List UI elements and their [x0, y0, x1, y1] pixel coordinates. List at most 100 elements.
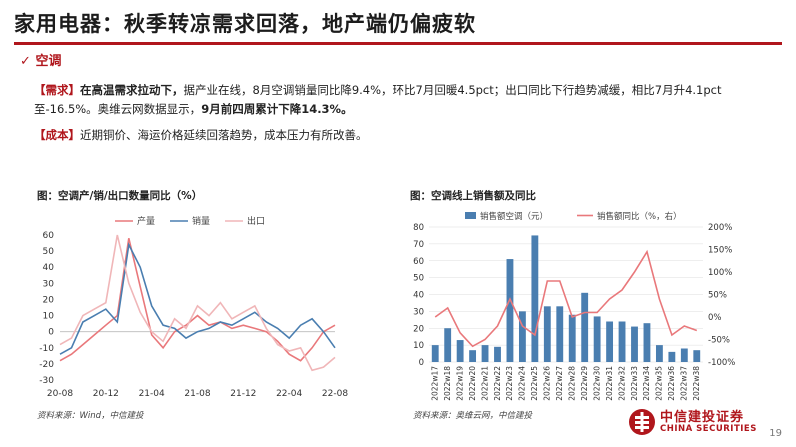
y-tick-label: 20: [43, 295, 55, 305]
y-tick-label: 50: [43, 247, 55, 257]
y-left-tick-label: 40: [413, 291, 424, 301]
y-left-tick-label: 20: [413, 324, 424, 334]
x-tick-label: 2022w38: [692, 366, 701, 401]
x-tick-label: 2022w31: [605, 366, 614, 401]
bar: [456, 340, 464, 362]
demand-text: 据产业在线，8月空调销量同比降9.4%，环比7月回暖4.5pct；出口同比下行趋…: [34, 83, 722, 116]
bar: [469, 350, 477, 362]
legend-label-3: 出口: [247, 215, 265, 227]
cost-tag: 【成本】: [34, 128, 80, 142]
section-label: 空调: [35, 54, 62, 69]
bar: [581, 292, 589, 362]
x-tick-label: 2022w27: [555, 366, 564, 401]
bar: [556, 306, 564, 362]
chart2-title: 图：空调线上销售额及同比: [410, 190, 536, 202]
bar: [494, 346, 501, 362]
bar: [543, 306, 551, 362]
y-right-tick-label: 50%: [708, 291, 727, 301]
legend-label-line: 销售额同比（%，右）: [597, 211, 682, 222]
x-tick-label: 2022w29: [580, 366, 589, 401]
x-tick-label: 22-08: [322, 389, 348, 399]
x-tick-label: 2022w30: [592, 366, 601, 401]
x-tick-label: 2022w25: [530, 366, 539, 401]
legend-swatch-bar: [465, 212, 476, 219]
bar: [680, 348, 688, 362]
chart1-svg: -30 -20 -10 0 10 20 30 40 50 60 20-08 20-12 21-04 21-…: [39, 215, 348, 399]
y-tick-label: -30: [39, 376, 54, 386]
y-tick-label: -20: [39, 360, 54, 370]
x-tick-label: 21-04: [139, 389, 165, 399]
bar: [606, 321, 614, 362]
y-left-tick-label: 30: [413, 307, 424, 317]
x-tick-label: 2022w36: [667, 366, 676, 401]
bar: [693, 350, 701, 362]
logo-icon: [629, 409, 655, 435]
check-icon: ✓: [20, 54, 31, 69]
series-line-3: [59, 234, 336, 372]
y-right-tick-label: 200%: [708, 223, 732, 233]
legend-label-1: 产量: [137, 215, 155, 227]
bar: [531, 235, 539, 362]
y-left-tick-label: 80: [413, 223, 424, 233]
y-left-tick-label: 50: [413, 274, 424, 284]
x-tick-label: 2022w23: [505, 366, 514, 401]
x-tick-label: 2022w34: [642, 366, 651, 401]
y-right-tick-label: 100%: [708, 268, 732, 278]
x-tick-label: 2022w33: [630, 366, 639, 401]
bar: [518, 311, 526, 362]
x-tick-label: 2022w37: [680, 366, 689, 401]
y-left-tick-label: 70: [413, 240, 424, 250]
x-tick-label: 2022w24: [518, 366, 527, 401]
yoy-line: [434, 249, 698, 348]
y-tick-label: 30: [43, 279, 55, 289]
demand-tag: 【需求】: [34, 83, 80, 97]
x-tick-label: 2022w17: [430, 366, 439, 401]
y-tick-label: -10: [39, 344, 54, 354]
y-right-tick-label: -50%: [708, 336, 730, 346]
bar: [444, 328, 452, 362]
y-right-tick-label: 150%: [708, 246, 732, 256]
page-title: 家用电器：秋季转凉需求回落，地产端仍偏疲软: [14, 12, 476, 36]
bar: [618, 321, 626, 362]
x-tick-label: 2022w32: [617, 366, 626, 401]
company-logo: 中信建投证券 CHINA SECURITIES: [628, 405, 758, 439]
bar: [643, 323, 651, 362]
logo-text-en: CHINA SECURITIES: [660, 424, 757, 434]
x-tick-label: 22-04: [276, 389, 302, 399]
bar: [568, 314, 576, 362]
legend-label-2: 销量: [192, 215, 210, 227]
x-tick-label: 2022w26: [543, 366, 552, 401]
bar: [668, 351, 676, 362]
x-tick-label: 2022w35: [655, 366, 664, 401]
cost-text: 近期铜价、海运价格延续回落趋势，成本压力有所改善。: [80, 128, 368, 142]
y-tick-label: 60: [43, 231, 55, 241]
page-title-bar: 家用电器：秋季转凉需求回落，地产端仍偏疲软: [14, 8, 782, 45]
y-tick-label: 10: [43, 312, 55, 322]
x-tick-label: 2022w22: [493, 366, 502, 401]
x-tick-label: 2022w19: [455, 366, 464, 401]
x-tick-label: 2022w21: [480, 366, 489, 401]
x-tick-label: 20-12: [93, 389, 119, 399]
bar: [506, 259, 514, 362]
series-line-2: [59, 242, 336, 355]
page-number: 19: [769, 428, 782, 439]
x-tick-label: 21-08: [184, 389, 210, 399]
bar: [631, 326, 638, 362]
y-left-tick-label: 0: [419, 358, 424, 368]
demand-paragraph: 【需求】在高温需求拉动下，据产业在线，8月空调销量同比降9.4%，环比7月回暖4…: [34, 81, 774, 119]
demand-bold-1: 在高温需求拉动下，: [80, 83, 184, 97]
bar: [593, 316, 601, 362]
y-left-tick-label: 60: [413, 257, 424, 267]
y-left-tick-label: 10: [413, 341, 424, 351]
logo-text-cn: 中信建投证券: [660, 410, 745, 425]
demand-bold-2: 9月前四周累计下降14.3%。: [201, 102, 353, 116]
x-tick-label: 2022w20: [468, 366, 477, 401]
cost-paragraph: 【成本】近期铜价、海运价格延续回落趋势，成本压力有所改善。: [34, 126, 774, 145]
y-right-tick-label: 0%: [708, 313, 722, 323]
x-tick-label: 2022w28: [567, 366, 576, 401]
x-tick-label: 20-08: [47, 389, 73, 399]
bar: [655, 345, 663, 362]
chart2-source: 资料来源：奥维云网，中信建投: [413, 411, 533, 421]
series-line-1: [59, 238, 336, 362]
legend-label-bar: 销售额空调（元）: [480, 211, 548, 222]
